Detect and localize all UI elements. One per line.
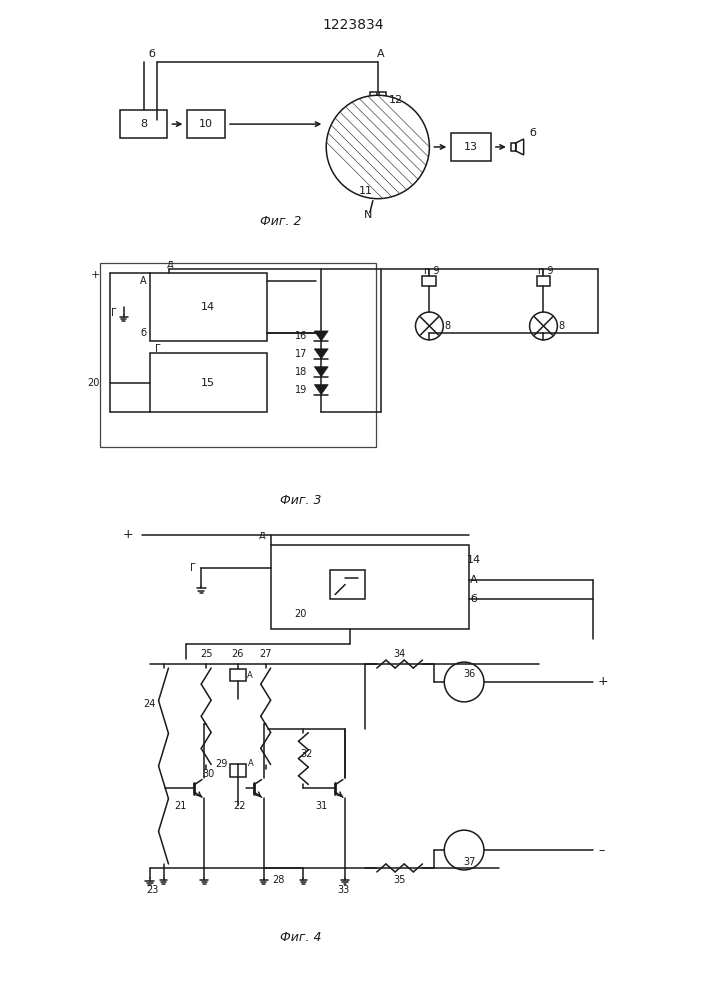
Text: 18: 18 — [295, 367, 308, 377]
Text: N: N — [363, 210, 372, 220]
Text: 26: 26 — [232, 649, 244, 659]
Bar — [150, 353, 267, 412]
Text: +: + — [123, 528, 134, 541]
Text: 10: 10 — [199, 119, 214, 129]
Text: д: д — [259, 530, 266, 540]
Bar — [150, 273, 267, 341]
Text: Г: Г — [155, 344, 160, 354]
Text: 27: 27 — [259, 649, 272, 659]
Bar — [120, 110, 168, 138]
Text: A: A — [377, 49, 385, 59]
Text: 35: 35 — [394, 875, 406, 885]
Bar — [100, 263, 376, 447]
Text: n 9: n 9 — [423, 266, 439, 276]
Text: 37: 37 — [463, 857, 475, 867]
Text: 13: 13 — [464, 142, 478, 152]
Text: n 9: n 9 — [538, 266, 554, 276]
Text: 22: 22 — [233, 801, 246, 811]
Polygon shape — [315, 349, 328, 359]
Text: Фиг. 3: Фиг. 3 — [280, 493, 321, 506]
Bar — [451, 133, 491, 161]
Polygon shape — [315, 385, 328, 395]
Text: Фиг. 2: Фиг. 2 — [260, 215, 301, 228]
Text: 8: 8 — [140, 119, 147, 129]
Text: A: A — [248, 759, 254, 768]
Text: 14: 14 — [467, 555, 481, 565]
Text: 25: 25 — [200, 649, 212, 659]
Text: A: A — [247, 671, 252, 680]
Bar — [510, 143, 515, 151]
Bar — [330, 570, 365, 599]
Text: 33: 33 — [337, 885, 349, 895]
Bar — [379, 92, 386, 110]
Text: 17: 17 — [295, 349, 308, 359]
Circle shape — [326, 95, 429, 199]
Text: A: A — [470, 575, 478, 585]
Text: 16: 16 — [295, 331, 308, 341]
Text: 21: 21 — [174, 801, 187, 811]
Text: 12: 12 — [389, 95, 403, 105]
Bar — [230, 764, 246, 777]
Text: 30: 30 — [202, 769, 214, 779]
Text: 36: 36 — [463, 669, 475, 679]
Bar — [537, 276, 551, 286]
Text: A: A — [140, 276, 146, 286]
Polygon shape — [315, 331, 328, 341]
Text: б: б — [141, 328, 146, 338]
Text: 8: 8 — [444, 321, 450, 331]
Text: 23: 23 — [146, 885, 158, 895]
Text: б: б — [471, 594, 477, 604]
Text: д: д — [166, 258, 173, 268]
Text: б: б — [529, 128, 536, 138]
Text: 8: 8 — [559, 321, 564, 331]
Text: 19: 19 — [295, 385, 308, 395]
Text: +: + — [598, 675, 609, 688]
Text: +: + — [90, 270, 100, 280]
Text: Г: Г — [190, 563, 197, 573]
Text: 32: 32 — [300, 749, 312, 759]
Text: б: б — [148, 49, 155, 59]
Text: 15: 15 — [201, 378, 215, 388]
Bar — [230, 669, 246, 681]
Text: 31: 31 — [315, 801, 327, 811]
Text: 28: 28 — [272, 875, 285, 885]
Bar — [370, 92, 377, 110]
Text: Фиг. 4: Фиг. 4 — [280, 931, 321, 944]
Text: 29: 29 — [216, 759, 228, 769]
Bar — [187, 110, 225, 138]
Text: Г: Г — [111, 308, 117, 318]
Bar — [271, 545, 469, 629]
Text: 14: 14 — [201, 302, 215, 312]
Text: 1223834: 1223834 — [322, 18, 384, 32]
Text: –: – — [598, 844, 604, 857]
Text: 24: 24 — [144, 699, 156, 709]
Polygon shape — [315, 367, 328, 377]
Bar — [423, 276, 436, 286]
Text: 11: 11 — [359, 186, 373, 196]
Text: 20: 20 — [88, 378, 100, 388]
Text: 34: 34 — [394, 649, 406, 659]
Text: 20: 20 — [294, 609, 307, 619]
